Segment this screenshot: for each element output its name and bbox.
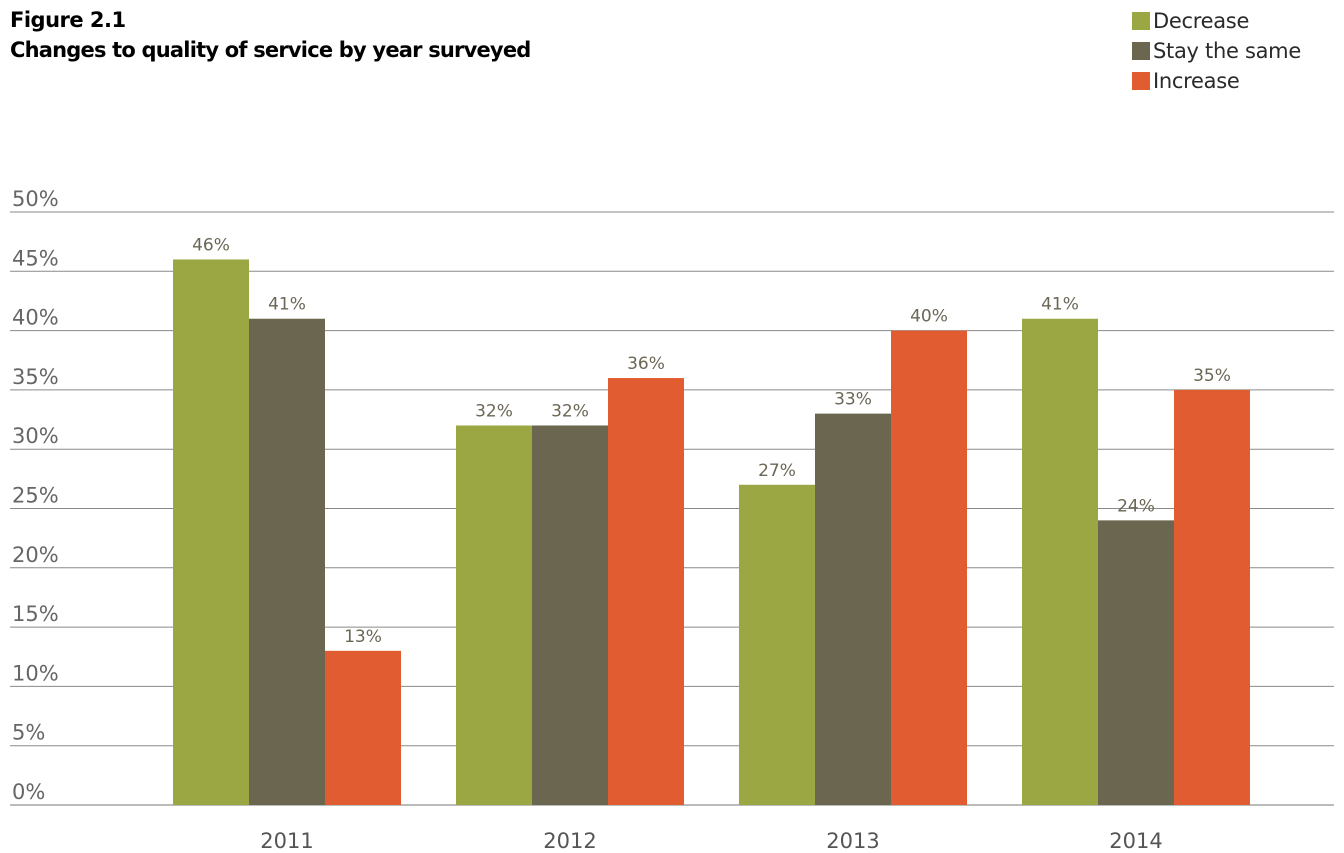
bar: [1098, 520, 1174, 805]
bar: [173, 259, 249, 805]
y-tick-label: 0%: [12, 780, 45, 804]
y-tick-label: 20%: [12, 543, 59, 567]
bar: [456, 425, 532, 805]
figure-label: Figure 2.1: [10, 8, 126, 32]
data-label: 32%: [475, 401, 513, 421]
data-label: 13%: [344, 627, 382, 647]
y-tick-label: 35%: [12, 365, 59, 389]
data-label: 32%: [551, 401, 589, 421]
y-tick-label: 45%: [12, 246, 59, 270]
data-label: 41%: [268, 295, 306, 315]
legend-item-stay-the-same: Stay the same: [1132, 36, 1301, 66]
y-tick-label: 5%: [12, 721, 45, 745]
y-tick-label: 50%: [12, 187, 59, 211]
legend-swatch-increase: [1132, 72, 1150, 90]
legend-item-increase: Increase: [1132, 66, 1301, 96]
legend-label: Stay the same: [1153, 39, 1301, 63]
legend: Decrease Stay the same Increase: [1132, 6, 1301, 96]
data-label: 36%: [627, 354, 665, 374]
y-tick-label: 30%: [12, 424, 59, 448]
y-tick-label: 25%: [12, 484, 59, 508]
legend-label: Increase: [1153, 69, 1240, 93]
bar: [325, 650, 401, 805]
data-label: 40%: [910, 307, 948, 327]
data-label: 33%: [834, 390, 872, 410]
legend-item-decrease: Decrease: [1132, 6, 1301, 36]
legend-swatch-decrease: [1132, 12, 1150, 30]
data-label: 24%: [1117, 496, 1155, 516]
bar: [1022, 318, 1098, 805]
bar: [532, 425, 608, 805]
data-label: 35%: [1193, 366, 1231, 386]
data-label: 41%: [1041, 295, 1079, 315]
data-label: 27%: [758, 461, 796, 481]
x-tick-label: 2012: [543, 829, 596, 853]
x-tick-label: 2014: [1109, 829, 1162, 853]
x-tick-label: 2011: [260, 829, 313, 853]
y-tick-label: 40%: [12, 306, 59, 330]
y-tick-label: 10%: [12, 661, 59, 685]
bar: [891, 330, 967, 805]
bar: [739, 484, 815, 805]
bar: [608, 378, 684, 805]
legend-label: Decrease: [1153, 9, 1250, 33]
x-tick-label: 2013: [826, 829, 879, 853]
bar: [249, 318, 325, 805]
bar: [815, 413, 891, 805]
y-tick-label: 15%: [12, 602, 59, 626]
bar: [1174, 389, 1250, 805]
data-label: 46%: [192, 235, 230, 255]
legend-swatch-stay-the-same: [1132, 42, 1150, 60]
chart-title: Changes to quality of service by year su…: [10, 38, 531, 62]
